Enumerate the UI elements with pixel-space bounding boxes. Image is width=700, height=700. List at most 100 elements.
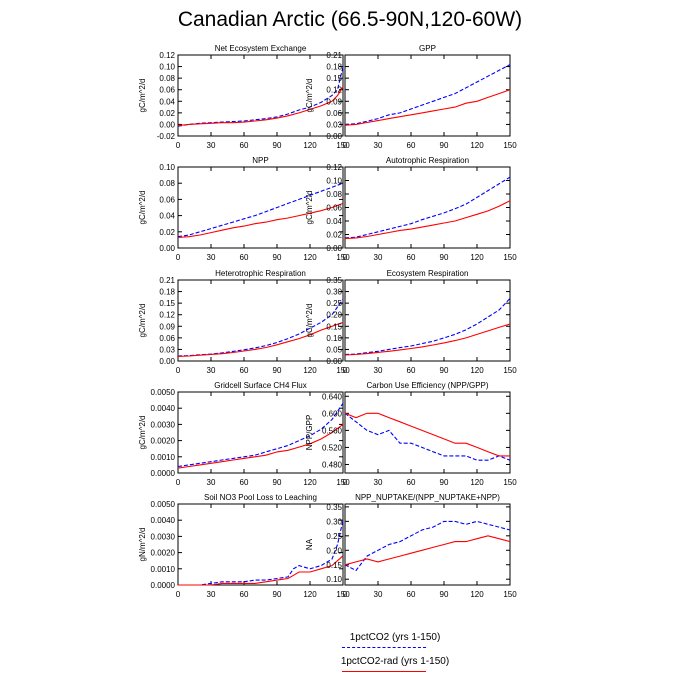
- panel-npp-nuptake-npp-nuptake-npp-xtick-label: 60: [407, 590, 416, 599]
- panel-npp-nuptake-npp-nuptake-npp-ytick-label: 0.35: [326, 503, 342, 512]
- panel-carbon-use-efficiency-npp-gpp-xtick-label: 150: [503, 478, 517, 487]
- panel-carbon-use-efficiency-npp-gpp-xtick-label: 90: [440, 478, 449, 487]
- panel-carbon-use-efficiency-npp-gpp-line-blue-dashed: [344, 412, 511, 461]
- panel-soil-no3-pool-loss-to-leaching-line-red-solid: [178, 555, 344, 586]
- panel-carbon-use-efficiency-npp-gpp-line-red-solid: [344, 412, 510, 457]
- panel-ecosystem-respiration-xtick-label: 150: [503, 366, 517, 375]
- panel-npp-title: NPP: [252, 156, 268, 165]
- panel-heterotrophic-respiration-xtick-label: 120: [303, 366, 317, 375]
- panel-npp-nuptake-npp-nuptake-npp-ytick-label: 0.15: [326, 561, 342, 570]
- panel-heterotrophic-respiration-ytick-label: 0.06: [159, 334, 175, 343]
- panel-npp-line-red-solid: [177, 202, 344, 239]
- panel-gridcell-surface-ch4-flux-ytick-label: 0.0000: [151, 469, 176, 478]
- panel-heterotrophic-respiration-xtick-label: 60: [240, 366, 249, 375]
- panel-carbon-use-efficiency-npp-gpp-ytick-label: 0.600: [322, 409, 343, 418]
- panel-heterotrophic-respiration-ytick-label: 0.09: [159, 322, 175, 331]
- panel-ecosystem-respiration-xtick-label: 30: [374, 366, 383, 375]
- panel-gridcell-surface-ch4-flux-ytick-label: 0.0030: [151, 420, 176, 429]
- panel-npp-xtick-label: 90: [273, 253, 282, 262]
- panel-soil-no3-pool-loss-to-leaching-ylabel: gN/m^2/d: [138, 528, 147, 562]
- panel-gridcell-surface-ch4-flux-xtick-label: 60: [240, 478, 249, 487]
- panel-carbon-use-efficiency-npp-gpp-ytick-label: 0.520: [322, 443, 343, 452]
- panel-gpp-line-blue-dashed: [344, 64, 511, 125]
- panel-soil-no3-pool-loss-to-leaching-ytick-label: 0.0020: [151, 549, 176, 558]
- panel-heterotrophic-respiration-ytick-label: 0.15: [159, 299, 175, 308]
- panel-net-ecosystem-exchange-ytick-label: -0.02: [157, 132, 176, 141]
- panel-carbon-use-efficiency-npp-gpp-xtick-label: 60: [407, 478, 416, 487]
- legend-swatch-solid: [342, 671, 426, 672]
- panel-gpp-ylabel: gC/m^2/d: [305, 79, 314, 113]
- panel-gridcell-surface-ch4-flux-ytick-label: 0.0050: [151, 388, 176, 397]
- panel-autotrophic-respiration-line-red-solid: [344, 200, 511, 240]
- panel-gpp-ytick-label: 0.18: [326, 63, 342, 72]
- panel-gpp-ytick-label: 0.12: [326, 86, 342, 95]
- panel-soil-no3-pool-loss-to-leaching-title: Soil NO3 Pool Loss to Leaching: [204, 493, 317, 502]
- panel-npp-ytick-label: 0.04: [159, 212, 175, 221]
- panel-soil-no3-pool-loss-to-leaching-xtick-label: 60: [240, 590, 249, 599]
- panel-gpp-line-red-solid: [344, 89, 511, 126]
- panel-npp-ytick-label: 0.02: [159, 228, 175, 237]
- panel-autotrophic-respiration-ytick-label: 0.10: [326, 177, 342, 186]
- panel-autotrophic-respiration-ytick-label: 0.00: [326, 244, 342, 253]
- panel-ecosystem-respiration-ytick-label: 0.25: [326, 299, 342, 308]
- panel-heterotrophic-respiration-ytick-label: 0.12: [159, 311, 175, 320]
- panel-gpp-xtick-label: 120: [470, 141, 484, 150]
- panel-net-ecosystem-exchange-ytick-label: 0.06: [159, 86, 175, 95]
- panel-autotrophic-respiration-xtick-label: 60: [407, 253, 416, 262]
- panel-heterotrophic-respiration-frame: [177, 279, 344, 362]
- panel-gridcell-surface-ch4-flux-title: Gridcell Surface CH4 Flux: [214, 381, 306, 390]
- panel-soil-no3-pool-loss-to-leaching-ytick-label: 0.0030: [151, 532, 176, 541]
- panel-npp-xtick-label: 150: [336, 253, 350, 262]
- panel-soil-no3-pool-loss-to-leaching-xtick-label: 30: [207, 590, 216, 599]
- panel-gridcell-surface-ch4-flux-line-blue-dashed: [177, 402, 344, 468]
- panel-npp-frame: [177, 166, 344, 249]
- panel-npp-nuptake-npp-nuptake-npp-ylabel: NA: [305, 538, 314, 550]
- panel-gridcell-surface-ch4-flux-xtick-label: 0: [176, 478, 181, 487]
- panel-carbon-use-efficiency-npp-gpp-xtick-label: 30: [374, 478, 383, 487]
- panel-heterotrophic-respiration-line-red-solid: [177, 321, 344, 357]
- panel-gridcell-surface-ch4-flux-ylabel: gC/m^2/d: [138, 416, 147, 450]
- panel-heterotrophic-respiration-xtick-label: 150: [336, 366, 350, 375]
- panel-soil-no3-pool-loss-to-leaching-ytick-label: 0.0010: [151, 565, 176, 574]
- panel-gpp-xtick-label: 90: [440, 141, 449, 150]
- panel-autotrophic-respiration-ytick-label: 0.06: [326, 204, 342, 213]
- panel-gridcell-surface-ch4-flux-frame: [177, 391, 344, 474]
- panel-autotrophic-respiration-ytick-label: 0.08: [326, 190, 342, 199]
- panel-npp-xtick-label: 0: [176, 253, 181, 262]
- panel-ecosystem-respiration-ytick-label: 0.30: [326, 288, 342, 297]
- panel-heterotrophic-respiration-xtick-label: 30: [207, 366, 216, 375]
- panel-net-ecosystem-exchange-ytick-label: 0.00: [159, 120, 175, 129]
- panel-net-ecosystem-exchange-ytick-label: 0.04: [159, 97, 175, 106]
- panel-autotrophic-respiration-ytick-label: 0.02: [326, 231, 342, 240]
- panel-heterotrophic-respiration-xtick-label: 0: [176, 366, 181, 375]
- panel-carbon-use-efficiency-npp-gpp-xtick-label: 0: [343, 478, 348, 487]
- panel-gpp-ytick-label: 0.09: [326, 97, 342, 106]
- panel-soil-no3-pool-loss-to-leaching-xtick-label: 90: [273, 590, 282, 599]
- panel-ecosystem-respiration-xtick-label: 60: [407, 366, 416, 375]
- panel-autotrophic-respiration-xtick-label: 90: [440, 253, 449, 262]
- panel-npp-nuptake-npp-nuptake-npp-xtick-label: 0: [343, 590, 348, 599]
- panel-ecosystem-respiration-ytick-label: 0.10: [326, 334, 342, 343]
- panel-gpp-xtick-label: 150: [503, 141, 517, 150]
- panel-gpp-ytick-label: 0.21: [326, 51, 342, 60]
- panel-ecosystem-respiration-ytick-label: 0.00: [326, 357, 342, 366]
- panel-soil-no3-pool-loss-to-leaching-line-blue-dashed: [178, 520, 344, 586]
- legend-swatch-dashed: [342, 647, 426, 648]
- panel-net-ecosystem-exchange-xtick-label: 0: [176, 141, 181, 150]
- panel-autotrophic-respiration-ylabel: gC/m^2/d: [305, 191, 314, 225]
- panel-gridcell-surface-ch4-flux-xtick-label: 90: [273, 478, 282, 487]
- panel-ecosystem-respiration-xtick-label: 0: [343, 366, 348, 375]
- panel-soil-no3-pool-loss-to-leaching-ytick-label: 0.0000: [151, 581, 176, 590]
- page-title: Canadian Arctic (66.5-90N,120-60W): [177, 8, 523, 31]
- panel-heterotrophic-respiration-xtick-label: 90: [273, 366, 282, 375]
- panel-heterotrophic-respiration-ytick-label: 0.00: [159, 357, 175, 366]
- panel-net-ecosystem-exchange-line-red-solid: [177, 86, 344, 127]
- panel-gridcell-surface-ch4-flux-ytick-label: 0.0010: [151, 453, 176, 462]
- panel-ecosystem-respiration-line-red-solid: [344, 323, 511, 356]
- panel-npp-nuptake-npp-nuptake-npp-xtick-label: 90: [440, 590, 449, 599]
- panel-ecosystem-respiration-ylabel: gC/m^2/d: [305, 304, 314, 338]
- panel-carbon-use-efficiency-npp-gpp-ytick-label: 0.480: [322, 460, 343, 469]
- panel-net-ecosystem-exchange-line-blue-dashed: [177, 66, 344, 127]
- panel-npp-ylabel: gC/m^2/d: [138, 191, 147, 225]
